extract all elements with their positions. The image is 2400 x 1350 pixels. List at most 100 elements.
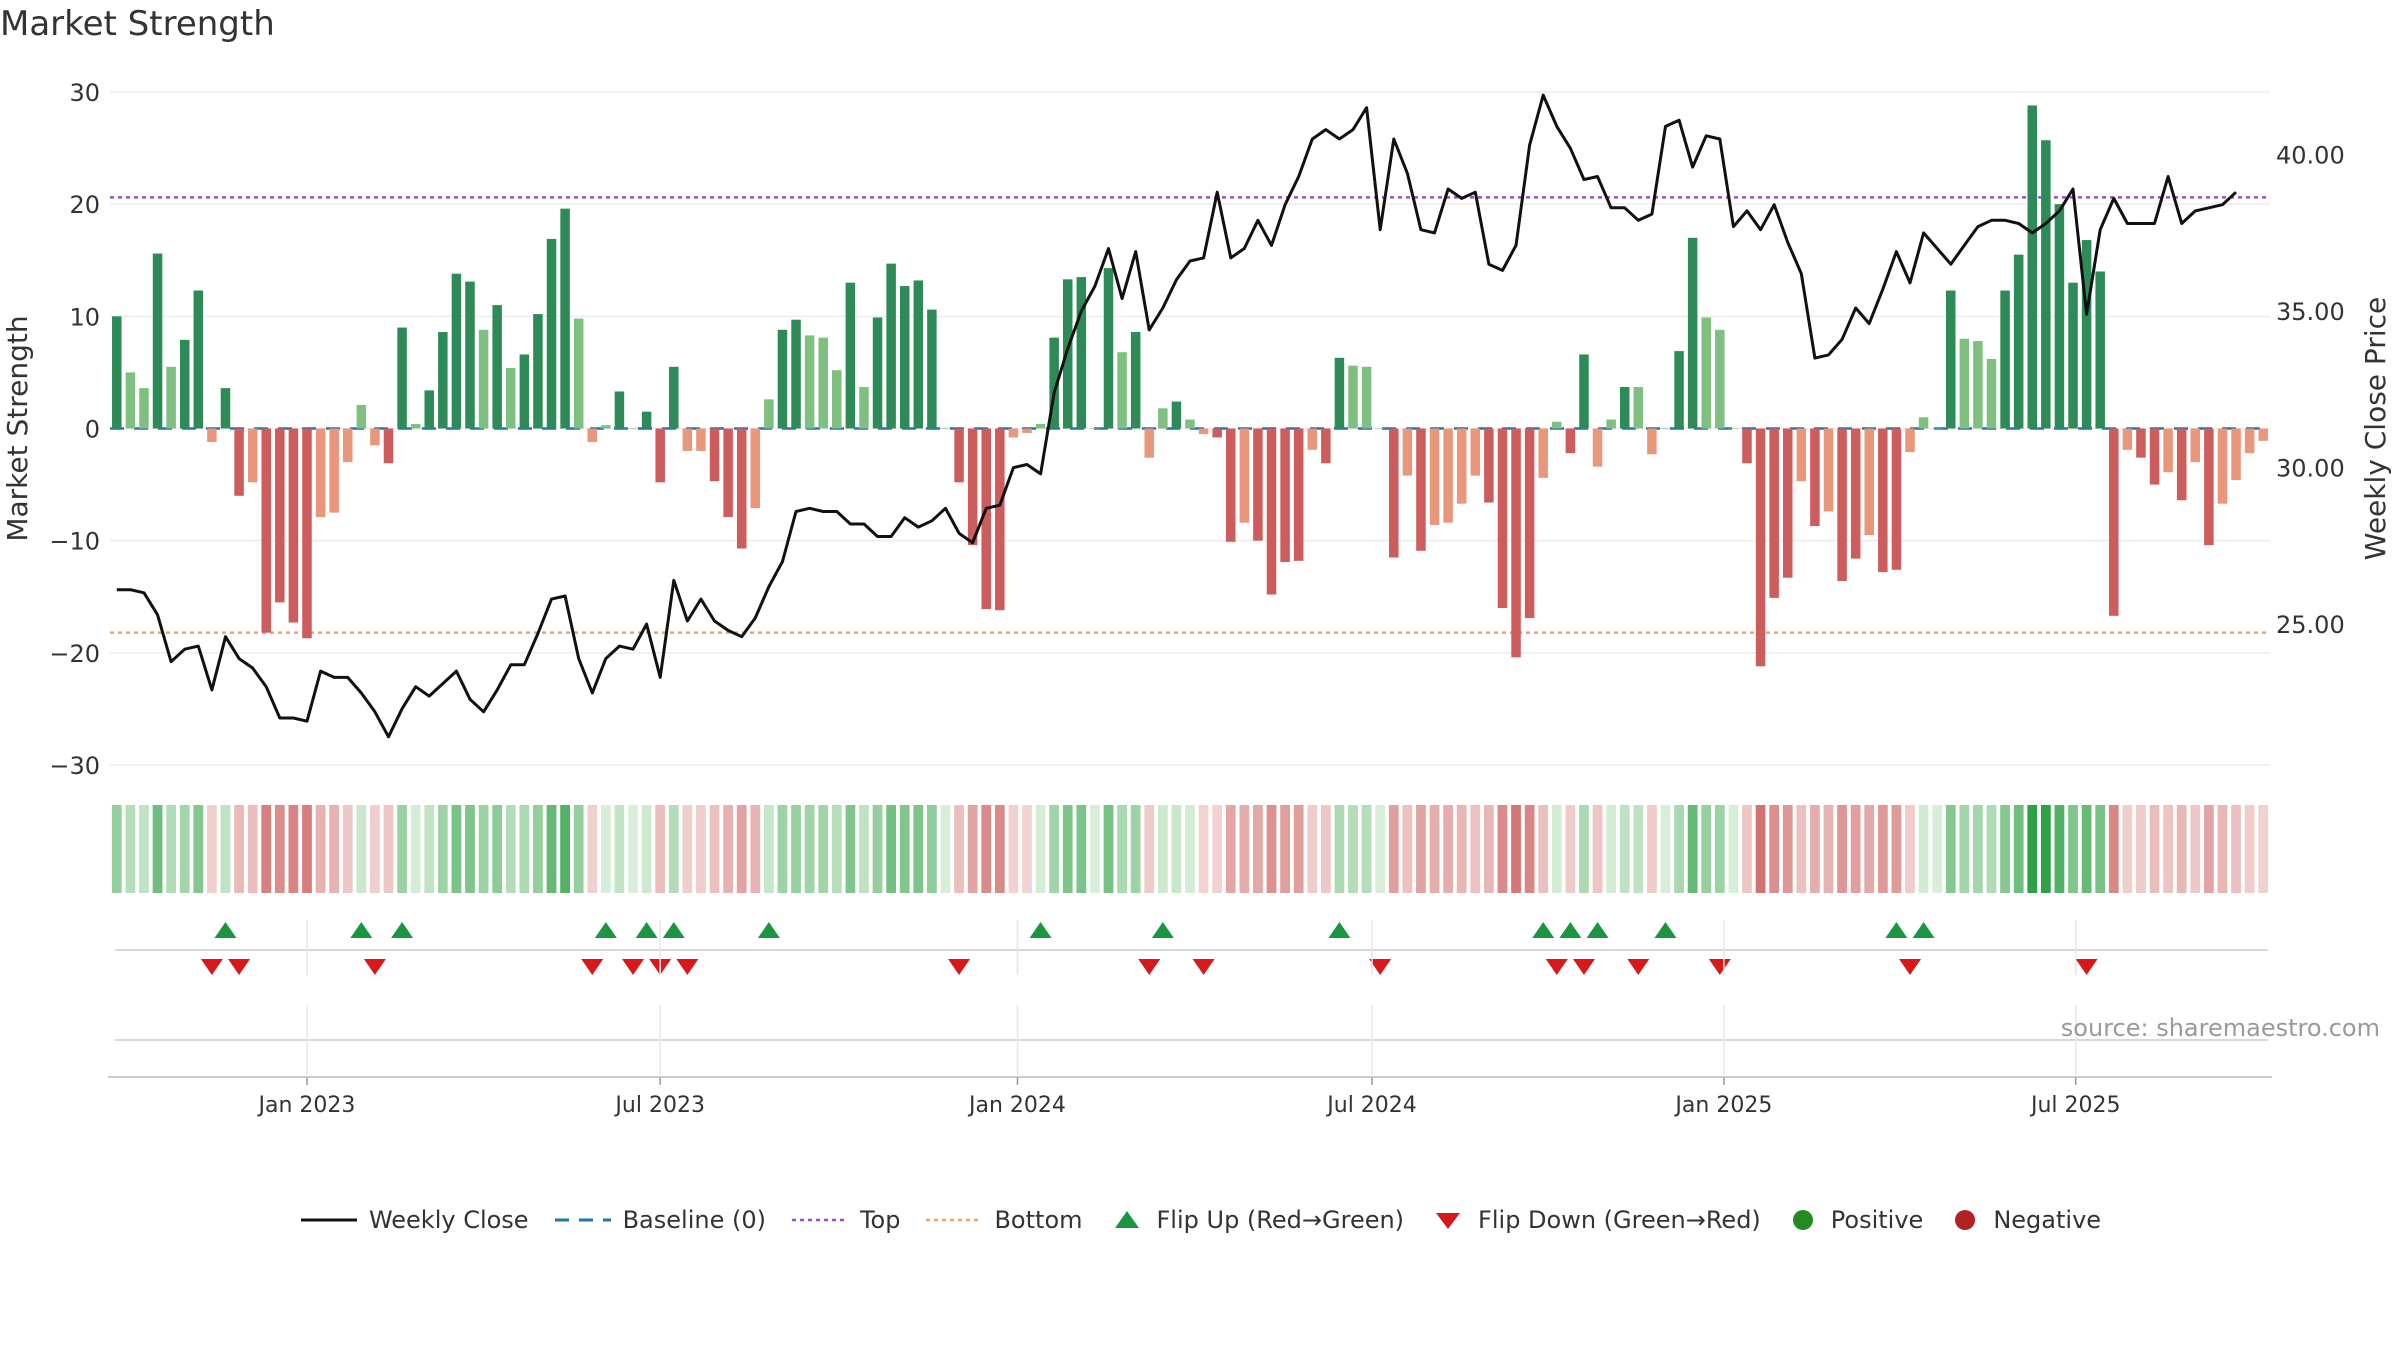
strip-cell [2040, 805, 2051, 893]
strip-cell [1959, 805, 1970, 893]
dotted-line-swatch-icon [926, 1218, 983, 1222]
legend-bottom: Bottom [924, 1206, 1083, 1234]
x-tick-label: Jan 2023 [257, 1093, 356, 1118]
strength-bar [1321, 428, 1331, 464]
y-left-tick-label: 30 [69, 79, 100, 107]
strip-cell [994, 805, 1005, 893]
strength-bar [736, 428, 747, 549]
strip-cell [1103, 805, 1114, 893]
strength-bar [1619, 386, 1630, 429]
flip-down-marker [1369, 959, 1392, 975]
flip-down-marker [1192, 959, 1215, 975]
strip-cell [818, 805, 829, 893]
flip-up-marker [214, 922, 237, 938]
strip-cell [288, 805, 299, 893]
strength-bar [791, 319, 801, 429]
y-left-tick-label: −30 [49, 752, 100, 780]
strip-cell [2122, 805, 2133, 893]
flip-down-marker [1708, 959, 1731, 975]
flip-up-marker [1532, 922, 1555, 938]
strip-cell [1375, 805, 1386, 893]
strength-bar [288, 428, 299, 623]
legend-weekly-close: Weekly Close [299, 1206, 529, 1234]
strength-bar [1171, 401, 1182, 429]
weekly-close-series [116, 93, 2238, 739]
strength-bar [1565, 428, 1576, 454]
chart-title: Market Strength [0, 4, 275, 44]
strength-bar [1592, 428, 1603, 467]
strength-bar [2041, 140, 2051, 429]
strength-bar [1891, 428, 1902, 570]
strength-bar [587, 428, 598, 442]
strength-bar [302, 428, 312, 639]
strip-cell [573, 805, 584, 893]
strength-bar [2231, 428, 2241, 481]
strip-cell [777, 805, 788, 893]
strip-cell [1769, 805, 1780, 893]
y-left-axis-title: Market Strength [1, 315, 34, 541]
strength-bar [1782, 428, 1793, 578]
strength-bar [261, 428, 271, 633]
flip-up-marker [757, 922, 780, 938]
strength-bar [1416, 428, 1426, 551]
strength-bar [546, 238, 557, 429]
strip-cell [206, 805, 217, 893]
strength-bar [1918, 417, 1929, 429]
strength-bar [1660, 428, 1671, 429]
y-left-tick-label: 20 [69, 191, 100, 219]
flip-down-marker [676, 959, 699, 975]
strip-cell [1755, 805, 1766, 893]
strength-bar [1524, 428, 1535, 619]
strip-cell [370, 805, 380, 893]
strength-bar [967, 428, 978, 546]
strip-cell [1062, 805, 1073, 893]
strength-bar [1293, 428, 1304, 561]
flip-down-marker [622, 959, 645, 975]
y-left-tick-label: −10 [49, 528, 100, 556]
strength-bar [2176, 428, 2187, 501]
strip-cell [641, 805, 652, 893]
strip-cell [247, 805, 258, 893]
strip-cell [179, 805, 190, 893]
strip-cell [1293, 805, 1304, 893]
strip-cell [2013, 805, 2024, 893]
strength-bar [2122, 428, 2133, 450]
strip-cell [274, 805, 285, 893]
strength-bar [2013, 254, 2024, 429]
strength-bar [2027, 105, 2038, 429]
strength-bar [573, 318, 584, 429]
strip-cell [1511, 805, 1521, 893]
strength-bar [247, 428, 258, 483]
strip-cell [1239, 805, 1250, 893]
legend-label: Baseline (0) [622, 1206, 766, 1234]
strip-cell [1796, 805, 1807, 893]
strength-bar [723, 428, 733, 518]
strength-bar [560, 208, 570, 429]
strip-cell [1728, 805, 1739, 893]
strip-cell [1565, 805, 1576, 893]
strip-cell [954, 805, 964, 893]
strip-cell [1918, 805, 1929, 893]
strip-cell [614, 805, 625, 893]
flip-down-marker [1899, 959, 1921, 975]
triangle-up-icon [1114, 1211, 1139, 1228]
strip-cell [1049, 805, 1060, 893]
strength-bar [329, 428, 339, 513]
strength-bar [1552, 421, 1562, 429]
strength-bar [1864, 428, 1874, 536]
strength-bar [2095, 271, 2105, 429]
strip-cell [152, 805, 163, 893]
strength-bar [1361, 366, 1372, 429]
strip-cell [1782, 805, 1793, 893]
strip-cell [261, 805, 272, 893]
strip-cell [302, 805, 312, 893]
strength-bar [995, 428, 1005, 611]
strength-bar [954, 428, 964, 483]
strip-cell [1864, 805, 1875, 893]
strip-cell [342, 805, 353, 893]
strength-bar [1973, 341, 1983, 429]
strength-bar [832, 370, 842, 429]
strength-bar [234, 428, 244, 496]
strength-bar [709, 428, 720, 482]
weekly-close-line [116, 93, 2238, 739]
